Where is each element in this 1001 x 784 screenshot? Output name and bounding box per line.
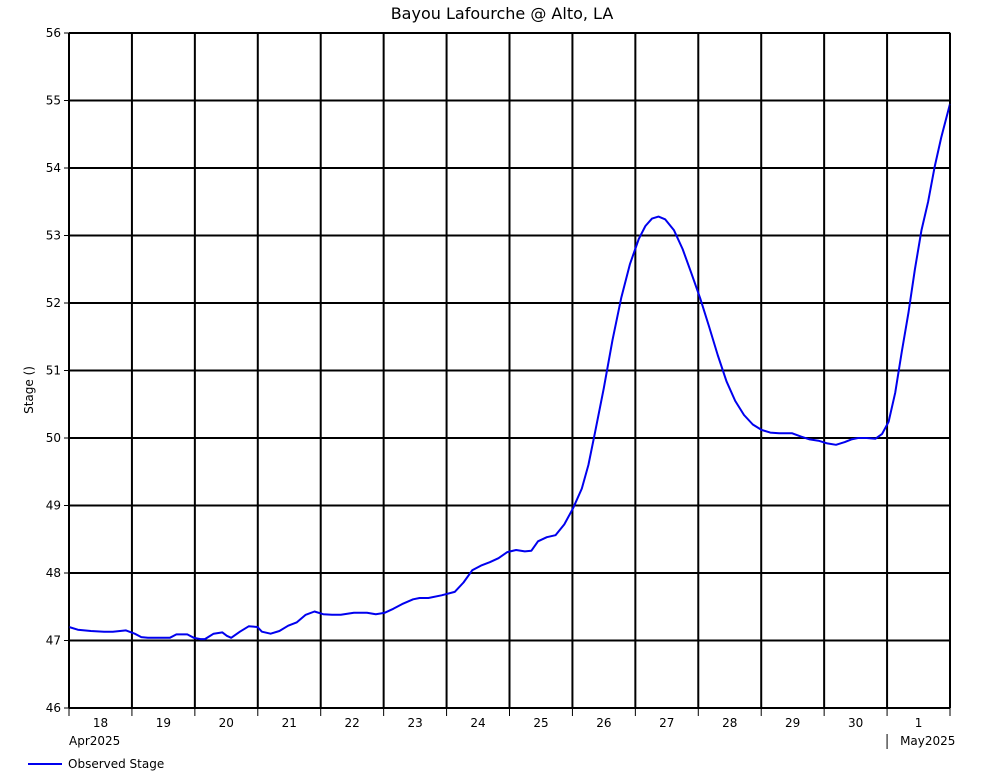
x-tick-label: 1 [915,716,923,730]
x-tick-label: 18 [93,716,108,730]
y-tick-label: 50 [46,431,61,445]
horizontal-gridlines [69,32,950,709]
y-tick-label: 55 [46,94,61,108]
month-label: Apr2025 [69,734,120,748]
x-tick-label: 27 [659,716,674,730]
y-tick-label: 54 [46,161,61,175]
y-tick-label: 52 [46,296,61,310]
y-tick-label: 51 [46,364,61,378]
x-tick-label: 28 [722,716,737,730]
month-labels: Apr2025 May2025 [69,734,955,749]
y-tick-label: 53 [46,229,61,243]
chart-title: Bayou Lafourche @ Alto, LA [391,4,614,23]
month-label: May2025 [900,734,955,748]
x-tick-label: 20 [219,716,234,730]
x-axis-ticks: 18 19 20 21 22 23 24 25 26 27 28 29 30 1 [68,708,951,730]
y-axis-label: Stage () [22,366,36,414]
x-tick-label: 23 [407,716,422,730]
x-tick-label: 19 [156,716,171,730]
plot-frame [68,32,951,709]
y-tick-label: 48 [46,566,61,580]
x-tick-label: 25 [533,716,548,730]
y-tick-label: 46 [46,701,61,715]
x-tick-label: 30 [848,716,863,730]
legend: Observed Stage [28,757,164,771]
y-tick-label: 47 [46,634,61,648]
series-layer [68,103,951,641]
x-tick-label: 22 [345,716,360,730]
y-axis-ticks: 46 47 48 49 50 51 52 53 54 55 56 [46,26,69,715]
x-tick-label: 26 [596,716,611,730]
x-tick-label: 24 [470,716,485,730]
legend-label-observed-stage: Observed Stage [68,757,164,771]
x-tick-label: 21 [282,716,297,730]
x-tick-label: 29 [785,716,800,730]
y-tick-label: 49 [46,499,61,513]
series-line-observed-stage [68,103,951,641]
y-tick-label: 56 [46,26,61,40]
